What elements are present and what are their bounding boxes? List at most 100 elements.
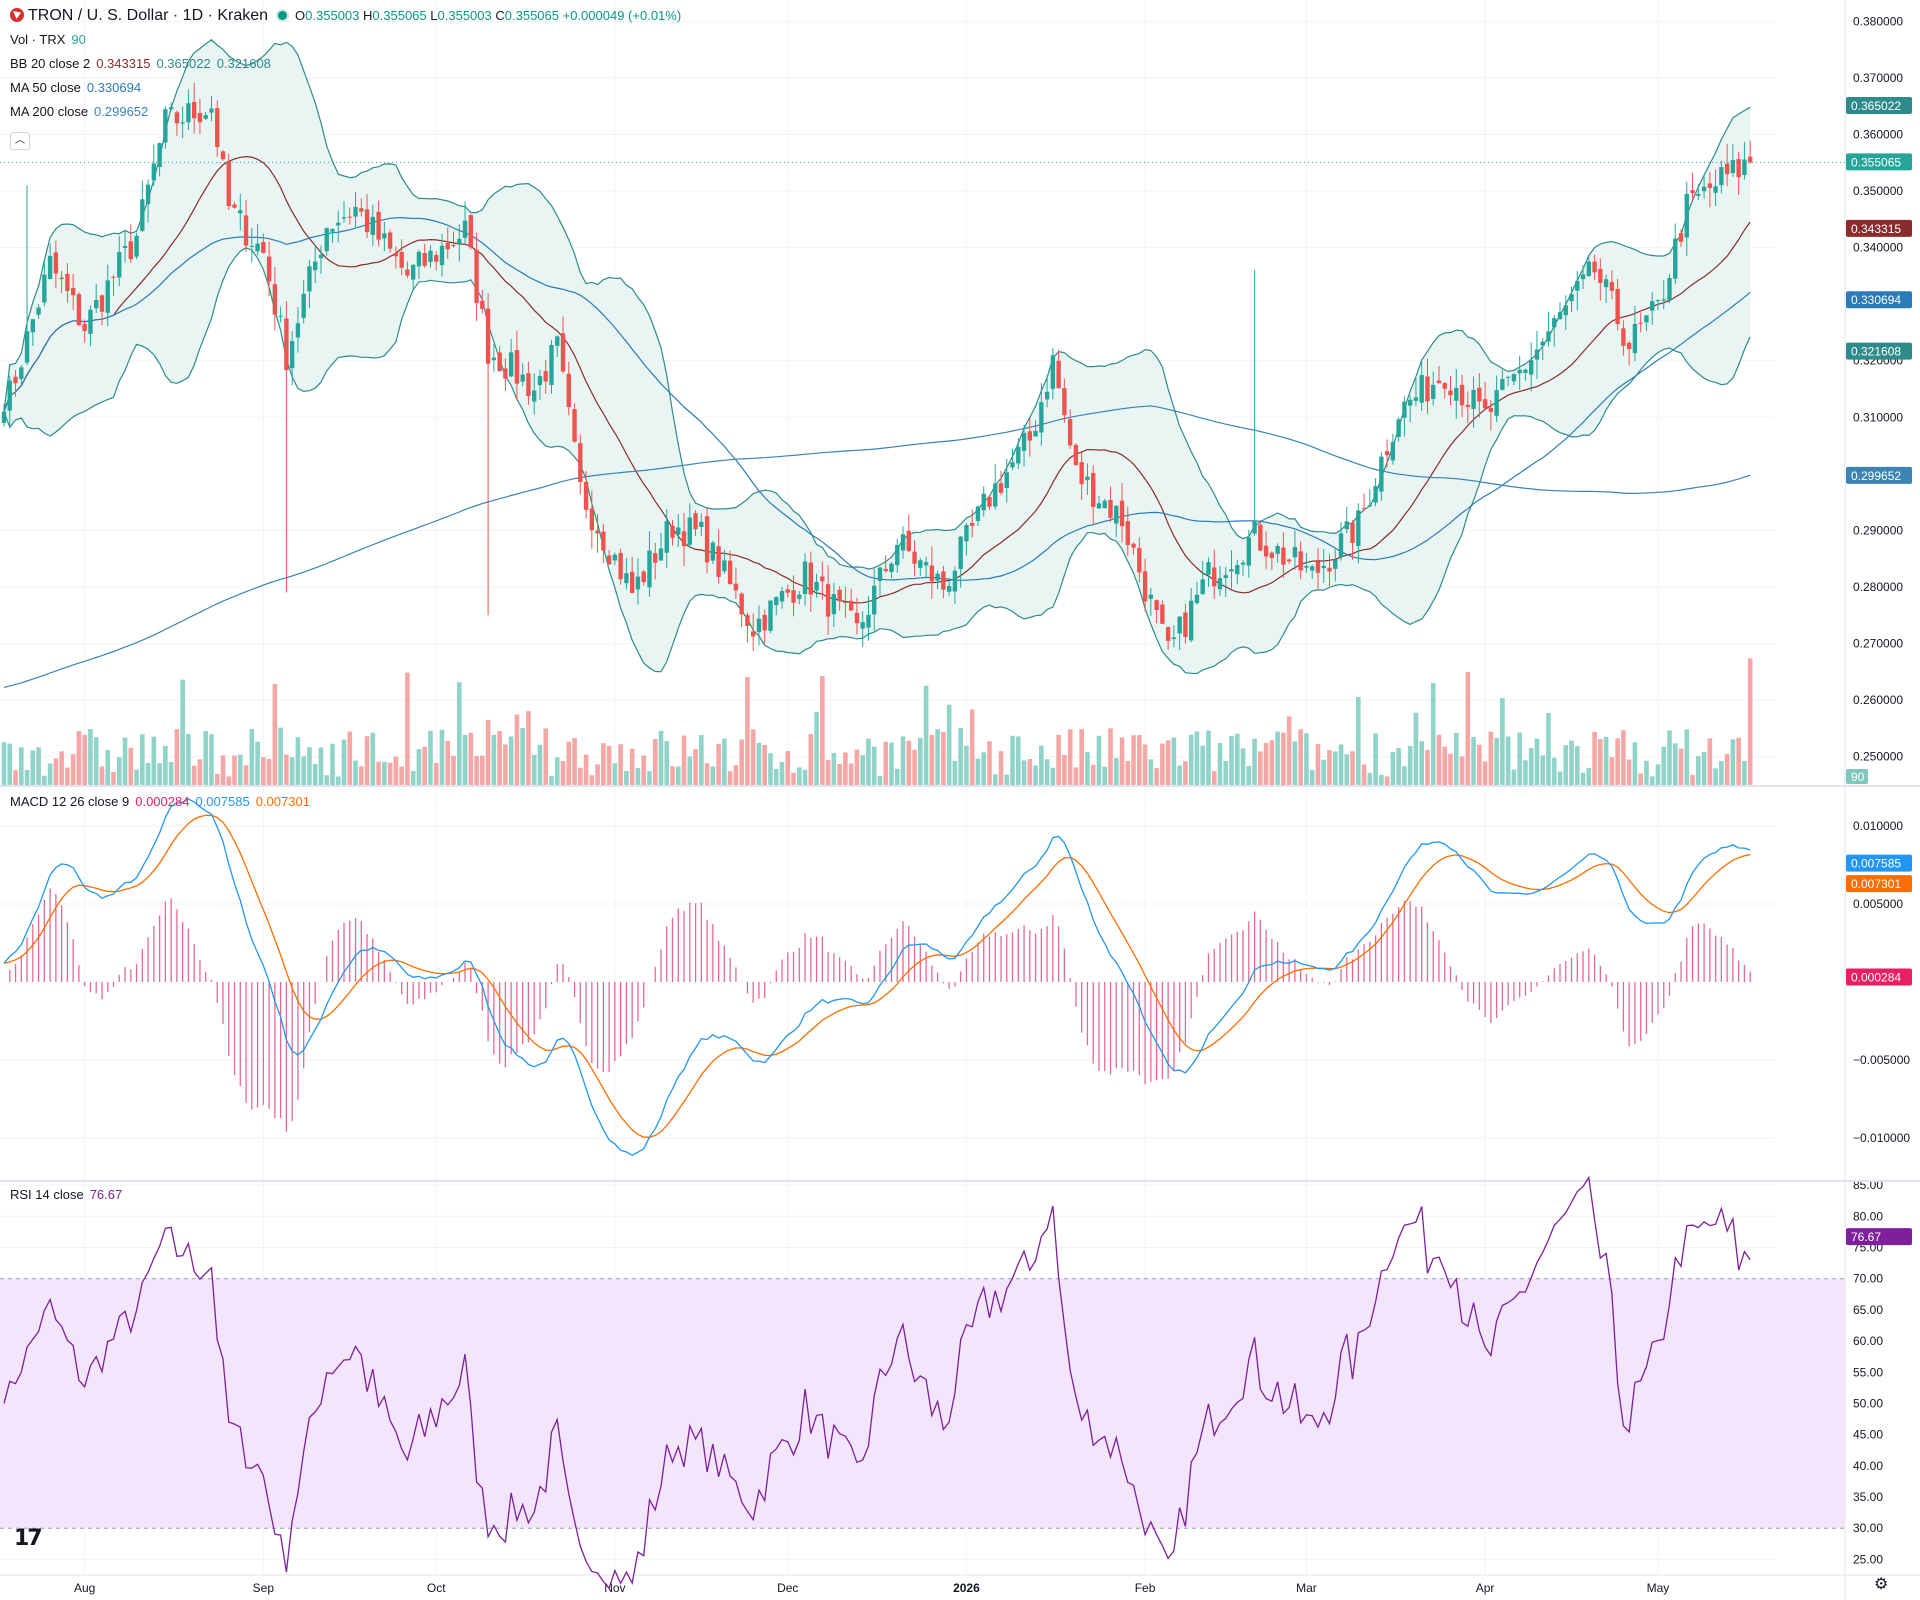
candle[interactable] bbox=[1194, 594, 1200, 604]
candle[interactable] bbox=[722, 560, 727, 572]
candle[interactable] bbox=[1580, 274, 1586, 280]
candle[interactable] bbox=[1442, 383, 1447, 389]
candle[interactable] bbox=[1569, 294, 1574, 302]
gear-icon[interactable]: ⚙ bbox=[1874, 1576, 1889, 1593]
candle[interactable] bbox=[1056, 360, 1061, 389]
candle[interactable] bbox=[1275, 545, 1280, 554]
candle[interactable] bbox=[872, 585, 877, 615]
candle[interactable] bbox=[19, 367, 24, 379]
candle[interactable] bbox=[664, 521, 669, 553]
candle[interactable] bbox=[1292, 547, 1298, 558]
candle[interactable] bbox=[53, 252, 59, 274]
candle[interactable] bbox=[151, 163, 157, 181]
candle[interactable] bbox=[1552, 318, 1557, 328]
candle[interactable] bbox=[693, 513, 698, 530]
candle[interactable] bbox=[1678, 233, 1684, 242]
candle[interactable] bbox=[566, 373, 571, 408]
candle[interactable] bbox=[1436, 380, 1442, 384]
candle[interactable] bbox=[1557, 312, 1563, 320]
candle[interactable] bbox=[975, 506, 981, 521]
candle[interactable] bbox=[1632, 323, 1638, 354]
candle[interactable] bbox=[1523, 369, 1528, 373]
candle[interactable] bbox=[601, 531, 606, 551]
candle[interactable] bbox=[670, 525, 675, 538]
candle[interactable] bbox=[1546, 331, 1551, 342]
candle[interactable] bbox=[1154, 600, 1159, 610]
candle[interactable] bbox=[612, 554, 618, 561]
candle[interactable] bbox=[1367, 505, 1373, 507]
candle[interactable] bbox=[1125, 521, 1130, 546]
candle[interactable] bbox=[514, 350, 520, 384]
candle[interactable] bbox=[1690, 190, 1695, 194]
candle[interactable] bbox=[774, 597, 779, 606]
candle[interactable] bbox=[952, 570, 958, 592]
candle[interactable] bbox=[1050, 355, 1056, 389]
candle[interactable] bbox=[762, 614, 767, 631]
candle[interactable] bbox=[820, 576, 825, 582]
candle[interactable] bbox=[733, 583, 739, 591]
candle[interactable] bbox=[1062, 388, 1067, 416]
candle[interactable] bbox=[802, 561, 808, 595]
candle[interactable] bbox=[704, 516, 710, 563]
candle[interactable] bbox=[935, 573, 940, 581]
candle[interactable] bbox=[676, 527, 681, 535]
candle[interactable] bbox=[1310, 566, 1315, 571]
candle[interactable] bbox=[1223, 575, 1228, 578]
candle[interactable] bbox=[1707, 183, 1713, 188]
candle[interactable] bbox=[197, 112, 203, 123]
candle[interactable] bbox=[929, 565, 935, 582]
candle[interactable] bbox=[1592, 261, 1597, 273]
candle[interactable] bbox=[1, 411, 7, 423]
candle[interactable] bbox=[814, 581, 819, 591]
candle[interactable] bbox=[1021, 432, 1027, 451]
candle[interactable] bbox=[1096, 503, 1102, 509]
candle[interactable] bbox=[59, 277, 64, 280]
candle[interactable] bbox=[756, 618, 762, 633]
candle[interactable] bbox=[918, 560, 923, 568]
candle[interactable] bbox=[1736, 159, 1741, 178]
candle[interactable] bbox=[647, 550, 652, 588]
candle[interactable] bbox=[578, 443, 583, 482]
candle[interactable] bbox=[42, 274, 47, 303]
candle[interactable] bbox=[1667, 277, 1672, 301]
candle[interactable] bbox=[1183, 612, 1188, 638]
macd-line[interactable] bbox=[3, 798, 1751, 1157]
candle[interactable] bbox=[422, 252, 427, 266]
candle[interactable] bbox=[330, 228, 335, 232]
bollinger-upper-line[interactable] bbox=[3, 39, 1751, 570]
candle[interactable] bbox=[1379, 456, 1384, 492]
candle[interactable] bbox=[1534, 349, 1540, 360]
candle[interactable] bbox=[1114, 505, 1119, 524]
candle[interactable] bbox=[895, 544, 900, 566]
candle[interactable] bbox=[82, 323, 87, 332]
candle[interactable] bbox=[555, 336, 560, 346]
candle[interactable] bbox=[629, 571, 635, 594]
candle[interactable] bbox=[1252, 520, 1257, 534]
candle[interactable] bbox=[635, 576, 641, 590]
candle[interactable] bbox=[1661, 299, 1666, 301]
candle[interactable] bbox=[848, 600, 854, 611]
candle[interactable] bbox=[1263, 545, 1269, 557]
candle[interactable] bbox=[1477, 387, 1482, 402]
candle[interactable] bbox=[1390, 442, 1396, 461]
candle[interactable] bbox=[140, 199, 145, 231]
candle[interactable] bbox=[1407, 399, 1413, 406]
candle[interactable] bbox=[877, 567, 883, 582]
candle[interactable] bbox=[387, 232, 393, 249]
candle[interactable] bbox=[145, 184, 151, 205]
candle[interactable] bbox=[808, 562, 814, 595]
candle[interactable] bbox=[1494, 390, 1499, 416]
candle[interactable] bbox=[889, 563, 894, 573]
rsi-line[interactable] bbox=[3, 1175, 1751, 1590]
candle[interactable] bbox=[532, 390, 537, 402]
candle[interactable] bbox=[307, 266, 312, 292]
candle[interactable] bbox=[289, 341, 295, 369]
candle[interactable] bbox=[336, 222, 341, 226]
candle[interactable] bbox=[1563, 305, 1568, 316]
candle[interactable] bbox=[1586, 261, 1592, 277]
candle[interactable] bbox=[324, 228, 329, 252]
candle[interactable] bbox=[1171, 637, 1177, 640]
candle[interactable] bbox=[13, 376, 18, 384]
candle[interactable] bbox=[1454, 387, 1459, 401]
candle[interactable] bbox=[497, 352, 502, 372]
